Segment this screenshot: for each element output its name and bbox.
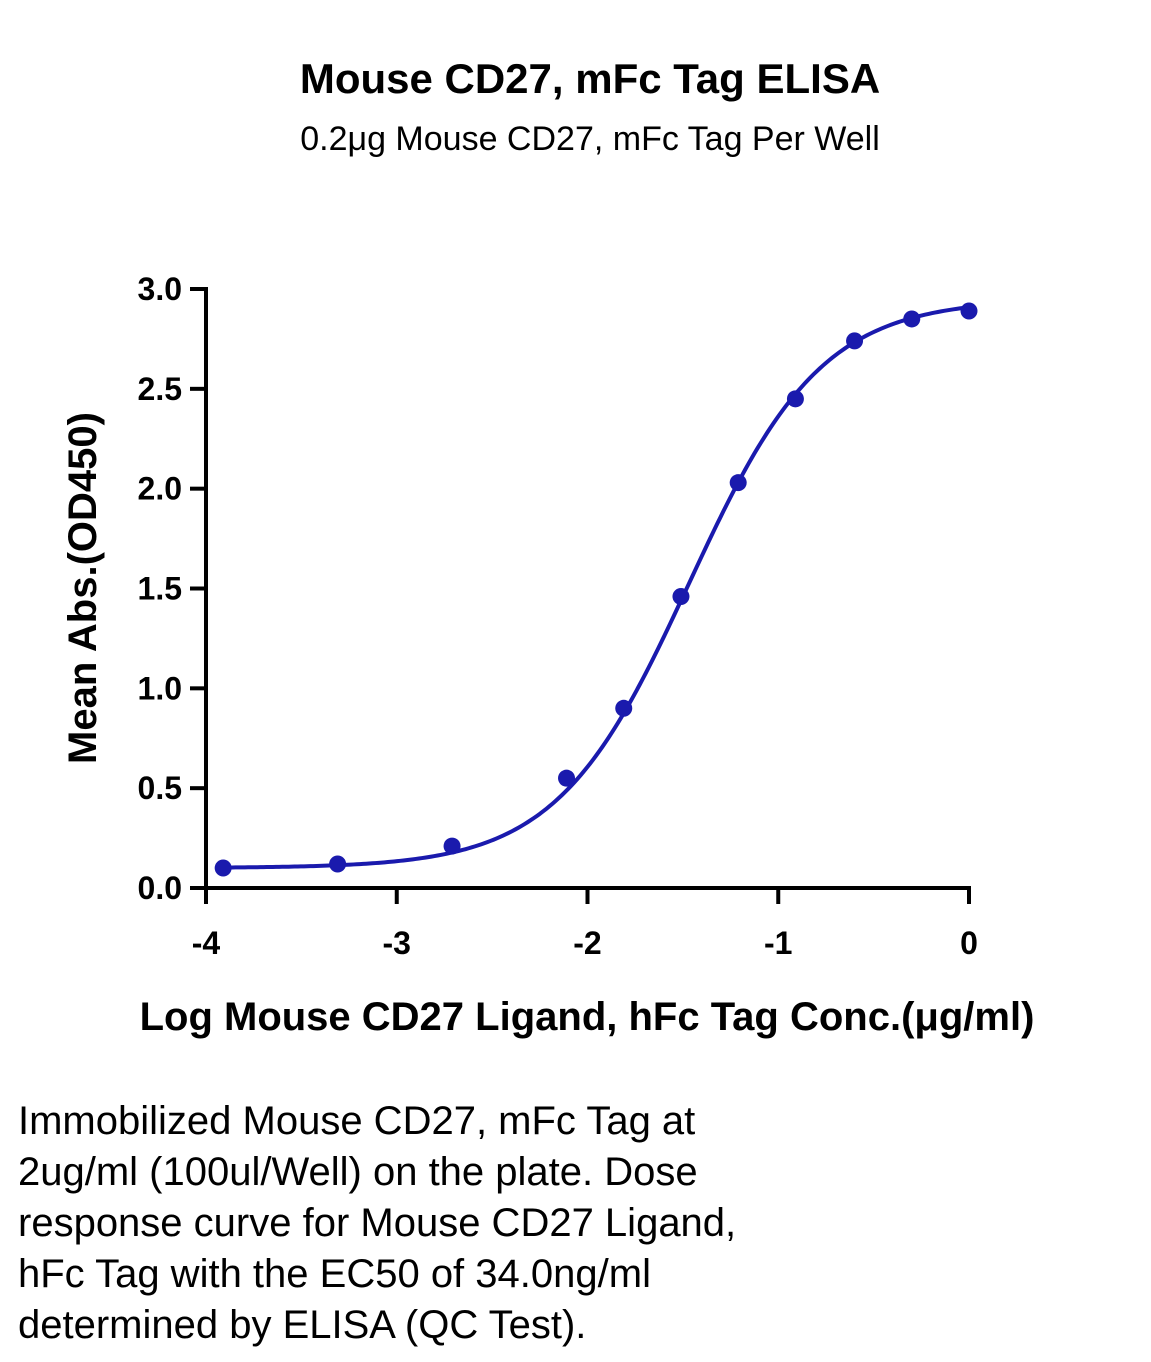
data-point <box>558 769 576 787</box>
data-point <box>729 474 747 492</box>
x-axis-title: Log Mouse CD27 Ligand, hFc Tag Conc.(μg/… <box>140 995 1035 1039</box>
caption-line: determined by ELISA (QC Test). <box>18 1303 587 1347</box>
figure-caption: Immobilized Mouse CD27, mFc Tag at 2ug/m… <box>18 1096 918 1351</box>
x-tick-label: -3 <box>383 925 411 961</box>
data-point <box>672 587 690 605</box>
caption-line: Immobilized Mouse CD27, mFc Tag at <box>18 1099 696 1143</box>
data-point <box>786 390 804 408</box>
caption-line: 2ug/ml (100ul/Well) on the plate. Dose <box>18 1150 698 1194</box>
x-tick-label: -4 <box>192 925 221 961</box>
data-point <box>329 855 347 873</box>
y-tick-label: 0.5 <box>138 770 182 806</box>
fit-curve <box>221 305 971 870</box>
caption-line: hFc Tag with the EC50 of 34.0ng/ml <box>18 1252 651 1296</box>
y-tick-label: 1.5 <box>138 571 182 607</box>
x-tick-label: -1 <box>764 925 792 961</box>
data-point <box>214 859 232 877</box>
elisa-chart: Mouse CD27, mFc Tag ELISA 0.2μg Mouse CD… <box>61 55 1035 1039</box>
data-point <box>960 302 978 320</box>
y-tick-label: 2.0 <box>138 471 182 507</box>
y-tick-label: 2.5 <box>138 371 182 407</box>
data-point <box>443 837 461 855</box>
chart-title: Mouse CD27, mFc Tag ELISA <box>300 55 880 102</box>
y-tick-label: 3.0 <box>138 271 182 307</box>
y-tick-label: 1.0 <box>138 670 182 706</box>
axes: 0.0 0.5 1.0 1.5 2.0 2.5 3.0 -4 -3 -2 -1 0 <box>138 271 978 961</box>
fit-curve-group <box>221 305 971 870</box>
y-tick-label: 0.0 <box>138 870 182 906</box>
y-axis-title: Mean Abs.(OD450) <box>61 412 105 764</box>
data-point <box>846 332 864 350</box>
caption-line: response curve for Mouse CD27 Ligand, <box>18 1201 737 1245</box>
x-tick-label: -2 <box>573 925 601 961</box>
chart-subtitle: 0.2μg Mouse CD27, mFc Tag Per Well <box>300 120 880 158</box>
data-points <box>214 302 978 877</box>
x-tick-label: 0 <box>960 925 978 961</box>
data-point <box>615 699 633 717</box>
data-point <box>903 310 921 328</box>
